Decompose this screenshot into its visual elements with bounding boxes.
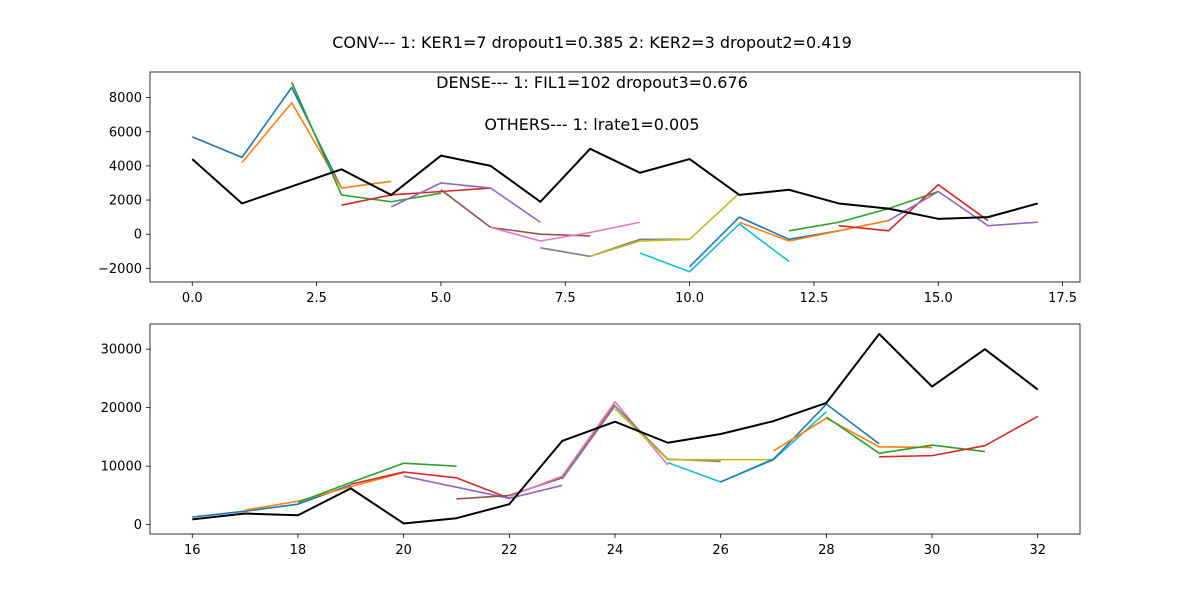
top-prediction-line-13	[788, 190, 939, 232]
top-plot-area	[191, 81, 1038, 273]
top-ytick-label: 0	[134, 228, 142, 243]
top-xtick-label: 5.0	[431, 291, 452, 306]
top-prediction-line-2	[241, 101, 392, 189]
top-ytick-label: 2000	[109, 194, 142, 209]
figure-suptitle: CONV--- 1: KER1=7 dropout1=0.385 2: KER2…	[332, 33, 852, 52]
bottom-prediction-line-12	[773, 417, 933, 452]
bottom-prediction-line-3	[297, 462, 457, 504]
top-ytick-label: 4000	[109, 159, 142, 174]
top-xtick-label: 10.0	[675, 291, 704, 306]
bottom-actual-line	[192, 332, 1039, 525]
top-xtick-label: 7.5	[555, 291, 576, 306]
top-xtick-label: 0.0	[182, 291, 203, 306]
top-prediction-line-4	[341, 187, 491, 206]
top-ytick-label: 8000	[109, 91, 142, 106]
bottom-ytick-label: 0	[134, 518, 142, 533]
bottom-ytick-label: 20000	[101, 401, 142, 416]
bottom-xtick-label: 20	[395, 543, 412, 558]
top-xtick-label: 15.0	[924, 291, 953, 306]
bottom-subplot: 16 18 20 22 24 26 28 30 32 0 10000 20000 30000	[101, 323, 1081, 558]
bottom-xtick-label: 32	[1029, 543, 1046, 558]
top-annotation-1: DENSE--- 1: FIL1=102 dropout3=0.676	[436, 73, 748, 92]
top-prediction-line-8	[540, 238, 690, 258]
bottom-axes-frame	[149, 323, 1081, 535]
top-prediction-line-7	[490, 221, 641, 242]
top-prediction-line-9	[589, 192, 740, 258]
bottom-prediction-line-9	[614, 408, 774, 461]
top-xtick-label: 17.5	[1048, 291, 1077, 306]
bottom-prediction-line-11	[720, 403, 880, 483]
top-prediction-line-10	[639, 223, 790, 273]
top-prediction-line-11	[689, 216, 839, 268]
bottom-prediction-line-14	[879, 415, 1039, 458]
top-actual-line	[191, 147, 1038, 220]
top-prediction-line-14	[838, 183, 989, 232]
bottom-ytick-label: 10000	[101, 460, 142, 475]
bottom-xtick-label: 26	[712, 543, 729, 558]
top-axes-frame	[149, 71, 1081, 283]
bottom-xtick-label: 22	[501, 543, 518, 558]
bottom-prediction-line-4	[350, 471, 510, 500]
bottom-prediction-line-13	[825, 416, 985, 455]
bottom-xtick-label: 24	[607, 543, 624, 558]
top-prediction-line-15	[888, 190, 1038, 227]
top-prediction-line-6	[440, 189, 591, 237]
top-subplot: 0.0 2.5 5.0 7.5 10.0 12.5 15.0 17.5 −2000 0 2000 40…	[98, 71, 1081, 306]
top-ytick-label: 6000	[109, 125, 142, 140]
top-prediction-line-12	[739, 219, 889, 242]
top-annotation-2: OTHERS--- 1: lrate1=0.005	[484, 115, 699, 134]
top-xtick-label: 12.5	[799, 291, 828, 306]
bottom-ytick-label: 30000	[101, 343, 142, 358]
bottom-prediction-line-2	[244, 471, 404, 511]
top-ytick-label: −2000	[98, 262, 142, 277]
top-xtick-label: 2.5	[306, 291, 327, 306]
bottom-prediction-line-5	[403, 475, 563, 500]
bottom-xtick-label: 28	[818, 543, 835, 558]
bottom-plot-area	[192, 332, 1039, 525]
bottom-xtick-label: 18	[290, 543, 307, 558]
bottom-xtick-label: 30	[924, 543, 941, 558]
top-prediction-line-3	[291, 81, 442, 203]
top-prediction-line-5	[390, 182, 541, 223]
bottom-xtick-label: 16	[184, 543, 201, 558]
